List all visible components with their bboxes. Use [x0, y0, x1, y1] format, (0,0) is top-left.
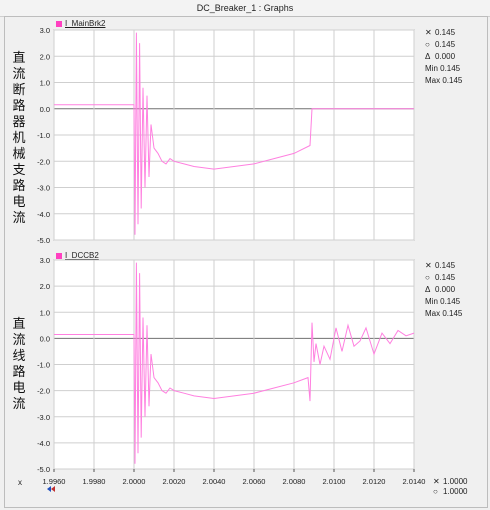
y-tick-label: 1.0 — [40, 308, 50, 317]
y-tick-label: -5.0 — [37, 465, 50, 474]
y-tick-label: -3.0 — [37, 184, 50, 193]
x-tick-label: 2.0060 — [243, 477, 266, 486]
panel-2-ylabel: 直流线路电流 — [12, 316, 26, 411]
y-tick-label: -2.0 — [37, 157, 50, 166]
y-tick-label: -4.0 — [37, 210, 50, 219]
y-tick-label: -3.0 — [37, 413, 50, 422]
x-axis-readout: ✕ 1.0000 ○ 1.0000 — [433, 477, 468, 496]
x-tick-label: 2.0040 — [203, 477, 226, 486]
series-line-I_DCCB2 — [54, 262, 415, 464]
y-tick-label: 0.0 — [40, 334, 50, 343]
y-tick-label: -4.0 — [37, 439, 50, 448]
delta-icon: Δ — [425, 52, 431, 61]
y-tick-label: -1.0 — [37, 361, 50, 370]
circle-icon: ○ — [433, 487, 438, 496]
x-axis-letter: x — [18, 478, 22, 487]
y-tick-label: 2.0 — [40, 282, 50, 291]
panel-1-readout: ✕ 0.145 ○ 0.145 Δ 0.000 Min 0.145 Max 0.145 — [425, 28, 463, 85]
x-tick-label: 2.0020 — [163, 477, 186, 486]
series-line-I_MainBrk2 — [54, 32, 414, 235]
y-tick-label: 3.0 — [40, 256, 50, 265]
x-tick-label: 2.0000 — [123, 477, 146, 486]
y-tick-label: -2.0 — [37, 387, 50, 396]
curve-color-marker — [56, 20, 62, 27]
cross-icon: ✕ — [425, 261, 432, 270]
panel-1-curve-chip[interactable]: I_MainBrk2 — [56, 18, 105, 29]
x-tick-label: 2.0140 — [403, 477, 426, 486]
circle-icon: ○ — [425, 40, 430, 49]
y-tick-label: 1.0 — [40, 79, 50, 88]
x-tick-label: 2.0080 — [283, 477, 306, 486]
delta-icon: Δ — [425, 285, 431, 294]
x-tick-label: 1.9980 — [83, 477, 106, 486]
x-tick-label: 2.0120 — [363, 477, 386, 486]
y-tick-label: 0.0 — [40, 105, 50, 114]
y-tick-label: -1.0 — [37, 131, 50, 140]
panel-2-curve-chip[interactable]: I_DCCB2 — [56, 250, 99, 261]
x-tick-label: 2.0100 — [323, 477, 346, 486]
y-tick-label: 3.0 — [40, 26, 50, 35]
y-tick-label: -5.0 — [37, 236, 50, 245]
curve-color-marker — [56, 252, 62, 259]
panel-2-readout: ✕ 0.145 ○ 0.145 Δ 0.000 Min 0.145 Max 0.145 — [425, 261, 463, 318]
cross-icon: ✕ — [433, 477, 440, 486]
time-scroll-marker-icon[interactable] — [47, 486, 55, 492]
circle-icon: ○ — [425, 273, 430, 282]
panel-2-curve-name: I_DCCB2 — [65, 251, 99, 260]
panel-1-ylabel: 直流断路器机械支路电流 — [12, 50, 26, 225]
panel-1-curve-name: I_MainBrk2 — [65, 19, 106, 28]
x-tick-label: 1.9960 — [43, 477, 66, 486]
y-tick-label: 2.0 — [40, 52, 50, 61]
cross-icon: ✕ — [425, 28, 432, 37]
